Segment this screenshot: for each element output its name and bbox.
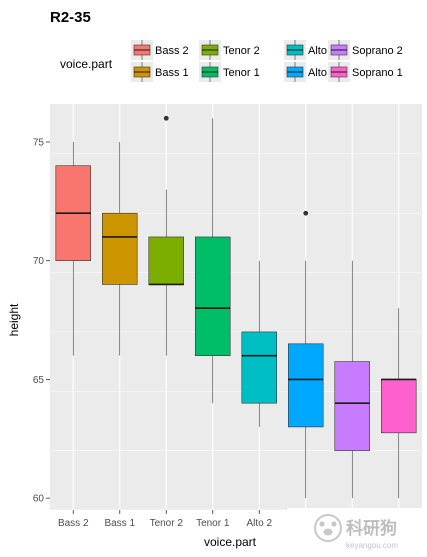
legend-label: Bass 2 — [155, 45, 189, 57]
legend-label: Soprano 2 — [352, 45, 403, 57]
x-tick-label: Bass 2 — [58, 518, 89, 529]
legend-label: Tenor 2 — [223, 45, 260, 57]
legend-label: Soprano 1 — [352, 67, 403, 79]
boxes — [55, 115, 417, 499]
y-axis: 60 65 70 75 — [33, 137, 50, 505]
box-body — [241, 331, 277, 404]
box-body — [102, 212, 138, 285]
paw-pad-icon — [331, 521, 337, 527]
box-tenor-2 — [148, 115, 184, 356]
paw-pad-icon — [319, 521, 325, 527]
legend-label: Tenor 1 — [223, 67, 260, 79]
watermark-background — [287, 508, 427, 557]
x-tick-label: Bass 1 — [104, 518, 135, 529]
watermark-subtext: keyangou.com — [346, 541, 398, 550]
y-tick-label: 75 — [33, 137, 45, 148]
x-tick-label: Alto 2 — [246, 518, 272, 529]
box-body — [148, 236, 184, 285]
box-bass-2 — [55, 141, 91, 356]
outlier-point — [303, 210, 309, 216]
box-tenor-1 — [195, 118, 231, 404]
paw-pad-icon — [323, 528, 333, 536]
y-tick-label: 70 — [33, 256, 45, 267]
plot-panel — [50, 104, 422, 511]
x-tick-label: Tenor 1 — [196, 518, 230, 529]
y-tick-label: 60 — [33, 494, 45, 505]
box-alto-2 — [241, 260, 277, 427]
outlier-point — [163, 115, 169, 121]
watermark-text: 科研狗 — [346, 518, 397, 538]
paw-logo-icon — [314, 514, 342, 542]
box-alto-1 — [288, 210, 324, 499]
box-body — [195, 236, 231, 356]
box-body — [334, 361, 370, 451]
y-axis-title: height — [7, 303, 21, 336]
box-soprano-1 — [381, 308, 417, 499]
box-soprano-2 — [334, 260, 370, 499]
x-tick-label: Tenor 2 — [150, 518, 184, 529]
legend-label: Bass 1 — [155, 67, 189, 79]
watermark: 科研狗 keyangou.com — [287, 508, 427, 557]
box-bass-1 — [102, 141, 138, 356]
legend-title: voice.part — [60, 57, 113, 71]
chart-title: R2-35 — [50, 9, 91, 26]
box-body — [288, 343, 324, 428]
y-tick-label: 65 — [33, 375, 45, 386]
x-axis-title: voice.part — [204, 535, 257, 549]
box-body — [381, 379, 417, 434]
